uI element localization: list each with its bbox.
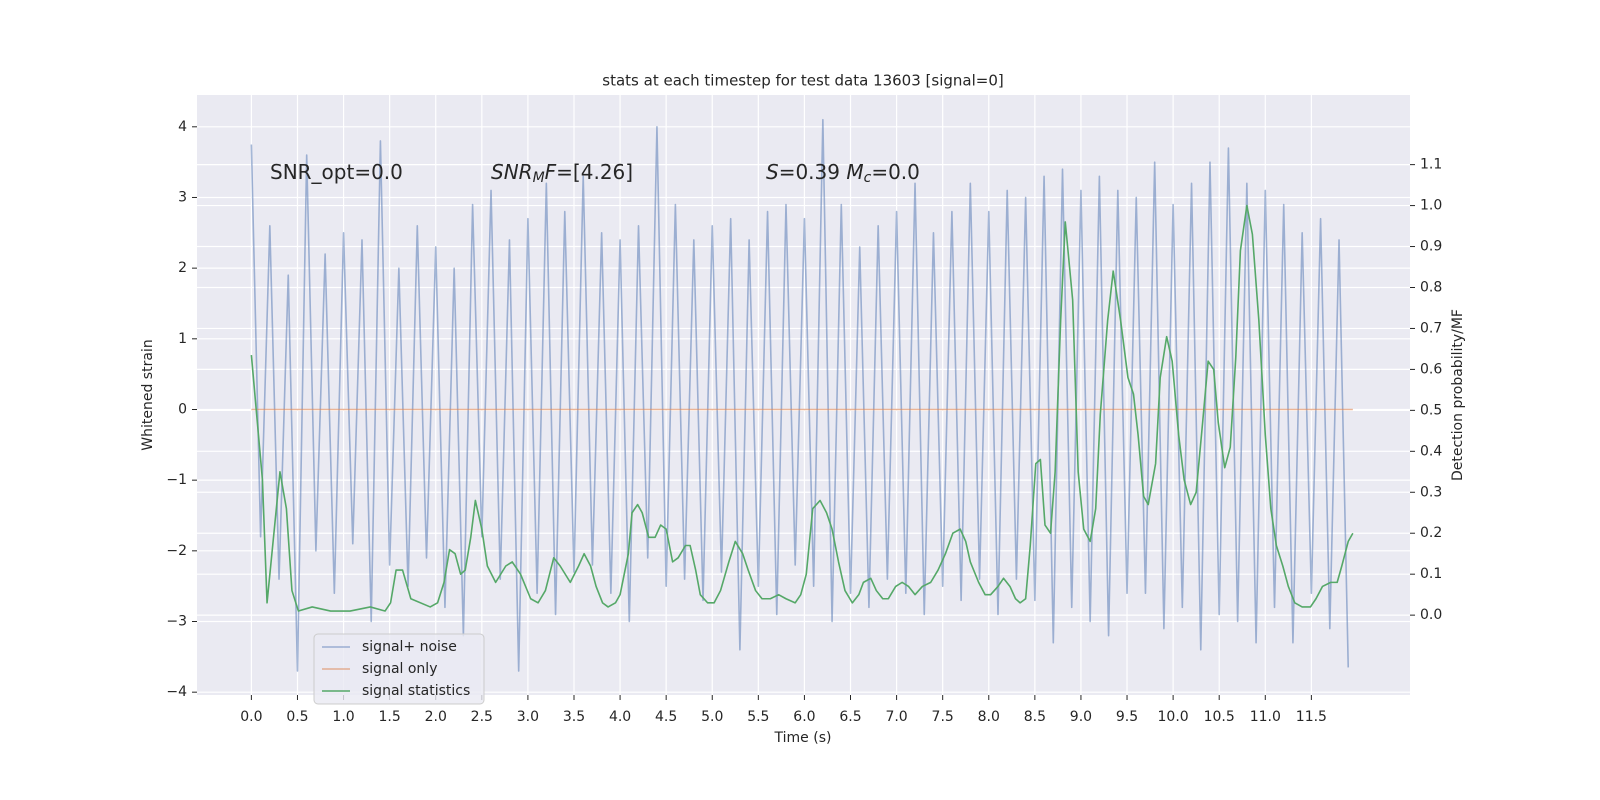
x-tick-label: 5.5	[747, 709, 769, 725]
x-tick-label: 4.5	[655, 709, 677, 725]
y2-tick-label: 0.9	[1420, 239, 1442, 255]
legend-label: signal only	[362, 661, 437, 677]
y-tick-label: 4	[178, 119, 187, 135]
y-tick-label: −1	[166, 472, 187, 488]
x-tick-label: 1.0	[332, 709, 354, 725]
x-tick-label: 7.5	[932, 709, 954, 725]
x-tick-label: 3.5	[563, 709, 585, 725]
plot-area	[197, 95, 1410, 695]
x-tick-label: 4.0	[609, 709, 631, 725]
x-tick-label: 10.0	[1158, 709, 1189, 725]
annotation-part: M	[846, 160, 863, 184]
annotation-part: =[4.26]	[556, 160, 633, 184]
legend-box	[313, 633, 485, 705]
x-tick-label: 2.5	[471, 709, 493, 725]
x-tick-label: 9.5	[1116, 709, 1138, 725]
y-tick-label: −2	[166, 543, 187, 559]
y-tick-label: 2	[178, 260, 187, 276]
y2-tick-label: 0.8	[1420, 279, 1442, 295]
y-tick-label: 0	[178, 401, 187, 417]
x-tick-label: 9.0	[1070, 709, 1092, 725]
y2-tick-label: 0.7	[1420, 320, 1442, 336]
x-tick-label: 11.0	[1250, 709, 1281, 725]
y2-tick-label: 1.0	[1420, 198, 1442, 214]
x-tick-label: 8.5	[1024, 709, 1046, 725]
series-line	[250, 118, 1350, 672]
y2-tick-label: 0.4	[1420, 443, 1442, 459]
annotation: S=0.39 Mc=0.0	[766, 160, 920, 187]
annotation-part: SNR	[491, 160, 533, 184]
annotation: SNRMF=[4.26]	[491, 160, 633, 187]
x-tick-label: 0.5	[286, 709, 308, 725]
x-tick-label: 10.5	[1204, 709, 1235, 725]
x-tick-label: 2.0	[425, 709, 447, 725]
annotation-part: S	[766, 160, 779, 184]
y2-tick-label: 0.5	[1420, 402, 1442, 418]
x-tick-label: 6.5	[839, 709, 861, 725]
x-axis-label: Time (s)	[774, 730, 832, 746]
y-tick-label: −4	[166, 684, 187, 700]
annotation: SNR_opt=0.0	[270, 160, 403, 184]
y2-axis-label: Detection probability/MF	[1450, 309, 1466, 481]
x-tick-label: 5.0	[701, 709, 723, 725]
y2-tick-label: 0.3	[1420, 484, 1442, 500]
y-tick-label: 3	[178, 189, 187, 205]
x-tick-label: 0.0	[240, 709, 262, 725]
y2-tick-label: 1.1	[1420, 157, 1442, 173]
annotation-part: SNR_opt=0.0	[270, 160, 403, 184]
chart-title: stats at each timestep for test data 136…	[602, 72, 1003, 90]
annotation-part: c	[864, 170, 872, 186]
x-tick-label: 3.0	[517, 709, 539, 725]
x-tick-label: 8.0	[978, 709, 1000, 725]
annotation-part: =0.0	[871, 160, 920, 184]
x-tick-label: 11.5	[1296, 709, 1327, 725]
annotation-part: =0.39	[779, 160, 847, 184]
legend-label: signal+ noise	[362, 639, 457, 655]
y-axis-label: Whitened strain	[140, 339, 156, 450]
y2-tick-label: 0.6	[1420, 361, 1442, 377]
y2-tick-label: 0.0	[1420, 607, 1442, 623]
y2-tick-label: 0.1	[1420, 566, 1442, 582]
x-tick-label: 1.5	[379, 709, 401, 725]
x-tick-label: 7.0	[885, 709, 907, 725]
y2-tick-label: 0.2	[1420, 525, 1442, 541]
legend-label: signal statistics	[362, 683, 470, 699]
x-tick-label: 6.0	[793, 709, 815, 725]
y-tick-label: 1	[178, 331, 187, 347]
annotation-part: F	[545, 160, 557, 184]
series-line	[250, 204, 1354, 612]
annotation-part: M	[533, 170, 545, 186]
y-tick-label: −3	[166, 614, 187, 630]
